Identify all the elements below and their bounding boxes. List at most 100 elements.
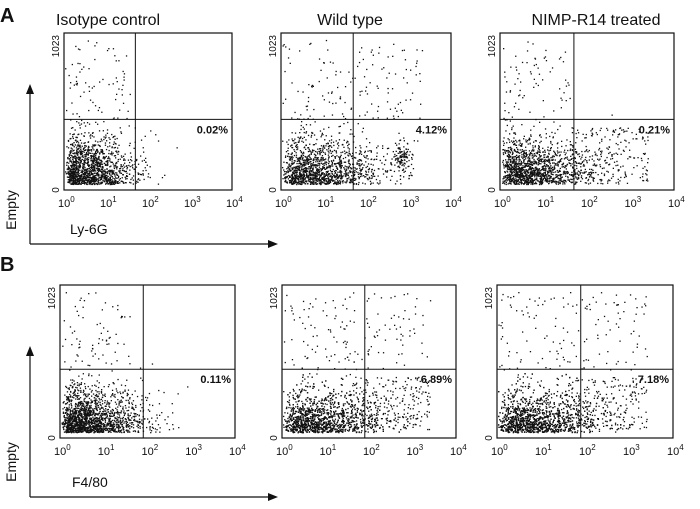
data-point xyxy=(593,177,595,179)
data-point xyxy=(504,179,506,182)
data-point xyxy=(84,179,86,181)
data-point xyxy=(543,169,545,172)
data-point xyxy=(339,181,342,184)
data-point xyxy=(84,145,86,147)
data-point xyxy=(79,153,82,155)
data-point xyxy=(123,166,125,168)
data-point xyxy=(557,142,559,144)
data-point xyxy=(79,183,81,185)
data-point xyxy=(339,165,341,168)
data-point xyxy=(530,152,532,154)
data-point xyxy=(309,172,311,174)
data-point xyxy=(547,175,549,177)
data-point xyxy=(300,176,302,178)
data-point xyxy=(74,155,76,157)
data-point xyxy=(145,161,147,163)
data-point xyxy=(580,171,582,174)
data-point xyxy=(403,137,405,139)
data-point xyxy=(119,172,121,174)
data-point xyxy=(89,175,91,177)
data-point xyxy=(87,148,90,151)
data-point xyxy=(74,162,77,164)
data-point xyxy=(323,173,325,176)
data-point xyxy=(328,156,330,158)
data-point xyxy=(540,136,542,138)
data-point xyxy=(523,170,525,172)
data-point xyxy=(515,164,517,166)
data-point xyxy=(542,147,544,149)
data-point xyxy=(626,182,629,184)
data-point xyxy=(71,183,73,185)
data-point xyxy=(527,175,529,177)
data-point xyxy=(87,174,89,176)
data-point xyxy=(537,168,539,170)
data-point xyxy=(372,164,374,166)
data-point xyxy=(520,167,522,169)
data-point xyxy=(525,153,527,155)
data-point xyxy=(106,132,109,134)
data-point xyxy=(514,142,516,145)
data-point xyxy=(509,176,511,178)
data-point xyxy=(539,134,541,136)
data-point xyxy=(291,180,294,182)
data-point xyxy=(628,156,631,158)
data-point xyxy=(620,166,622,168)
data-point xyxy=(123,158,125,160)
data-point xyxy=(349,178,351,180)
data-point xyxy=(311,181,313,183)
data-point xyxy=(72,144,74,147)
data-point xyxy=(349,153,351,155)
data-point xyxy=(319,154,321,156)
data-point xyxy=(79,179,81,181)
data-point xyxy=(515,102,517,104)
data-point xyxy=(561,140,563,142)
data-point xyxy=(346,172,348,174)
data-point xyxy=(397,166,399,168)
data-point xyxy=(529,143,531,145)
data-point xyxy=(88,152,90,154)
data-point xyxy=(340,160,342,162)
data-point xyxy=(550,167,553,169)
data-point xyxy=(131,165,133,167)
data-point xyxy=(94,140,97,142)
data-point xyxy=(292,177,294,179)
data-point xyxy=(88,170,90,172)
data-point xyxy=(324,178,326,180)
data-point xyxy=(406,150,409,153)
data-point xyxy=(320,175,322,177)
data-point xyxy=(112,143,115,145)
data-point xyxy=(523,172,525,174)
data-point xyxy=(95,168,98,170)
data-point xyxy=(118,170,120,172)
data-point xyxy=(554,167,556,169)
data-point xyxy=(109,180,111,182)
data-point xyxy=(549,169,551,171)
data-point xyxy=(513,161,515,164)
data-point xyxy=(411,174,413,177)
data-point xyxy=(555,174,557,176)
data-point xyxy=(107,179,109,181)
data-point xyxy=(546,164,548,166)
data-point xyxy=(339,97,341,100)
data-point xyxy=(502,182,504,184)
data-point xyxy=(512,162,514,165)
data-point xyxy=(108,48,110,50)
data-point xyxy=(556,162,559,164)
data-point xyxy=(80,142,83,144)
data-point xyxy=(102,170,105,172)
data-point xyxy=(359,152,361,155)
data-point xyxy=(625,174,627,176)
data-point xyxy=(125,178,127,180)
data-point xyxy=(373,169,376,172)
data-point xyxy=(80,178,82,181)
data-point xyxy=(77,171,80,173)
data-point xyxy=(82,178,84,180)
data-point xyxy=(631,132,633,134)
data-point xyxy=(291,183,293,185)
data-point xyxy=(87,141,90,143)
data-point xyxy=(531,150,533,152)
data-point xyxy=(310,163,312,165)
data-point xyxy=(115,161,117,164)
data-point xyxy=(289,62,291,64)
data-point xyxy=(323,144,325,147)
